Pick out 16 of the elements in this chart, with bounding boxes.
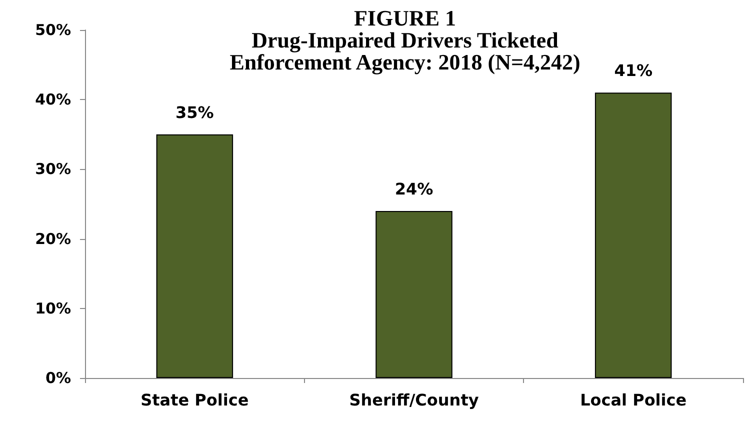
y-tick-label: 30% [35,160,71,178]
y-tick-label: 10% [35,299,71,318]
y-tick-label: 40% [35,90,71,109]
x-tick-label: Local Police [580,390,687,410]
y-tick-label: 20% [35,230,71,248]
bar [156,134,234,378]
x-tick-label: Sheriff/County [349,390,480,410]
data-label: 35% [176,102,214,122]
data-label: 41% [614,61,652,80]
y-tick-label: 0% [46,369,71,387]
bar [594,92,672,378]
data-label: 24% [394,179,434,198]
y-tick-label: 50% [35,21,71,39]
x-tick-label: State Police [140,390,249,410]
bar [376,210,452,378]
chart-title: FIGURE 1 Drug-Impaired Drivers Ticketed Enforcement Agency: 2018 (N=4,242) [230,6,580,74]
